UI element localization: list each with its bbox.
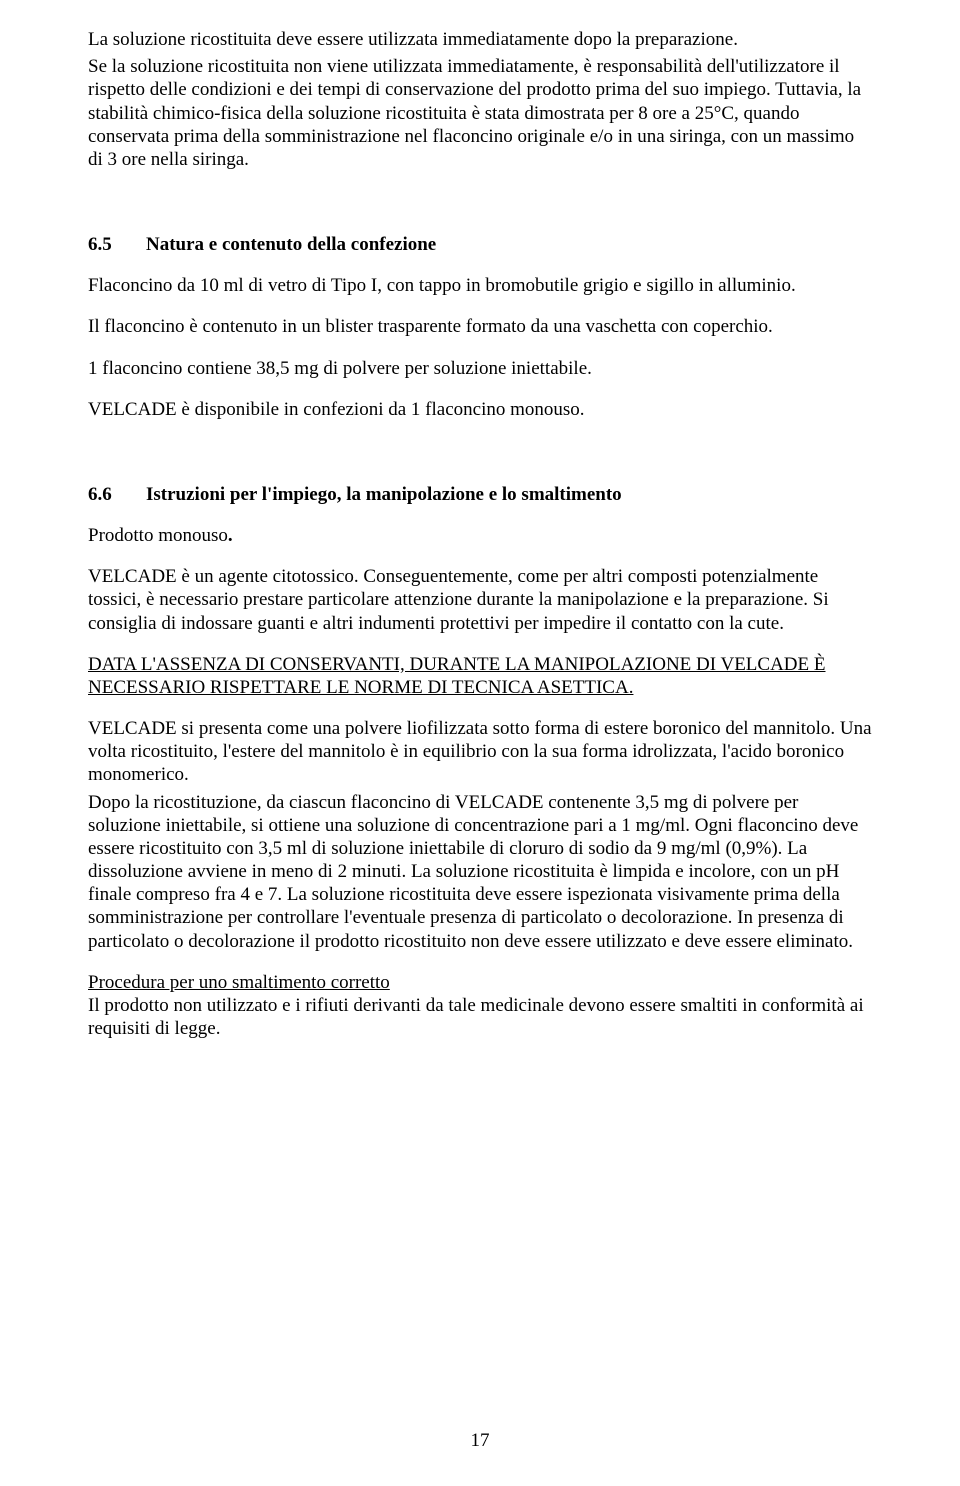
paragraph-underline: DATA L'ASSENZA DI CONSERVANTI, DURANTE L… — [88, 653, 872, 699]
paragraph: VELCADE è un agente citotossico. Consegu… — [88, 565, 872, 635]
underline-text: DATA L'ASSENZA DI CONSERVANTI, DURANTE L… — [88, 654, 826, 698]
text: Prodotto monouso — [88, 525, 228, 546]
section-heading-6-6: 6.6 Istruzioni per l'impiego, la manipol… — [88, 483, 872, 506]
paragraph: La soluzione ricostituita deve essere ut… — [88, 28, 872, 51]
paragraph: 1 flaconcino contiene 38,5 mg di polvere… — [88, 357, 872, 380]
underline-heading: Procedura per uno smaltimento corretto — [88, 972, 390, 993]
bold-period: . — [228, 525, 233, 546]
document-page: La soluzione ricostituita deve essere ut… — [0, 0, 960, 1486]
paragraph: Flaconcino da 10 ml di vetro di Tipo I, … — [88, 274, 872, 297]
paragraph: Procedura per uno smaltimento corretto I… — [88, 971, 872, 1041]
paragraph: Prodotto monouso. — [88, 524, 872, 547]
section-number: 6.6 — [88, 483, 146, 506]
paragraph: Il flaconcino è contenuto in un blister … — [88, 315, 872, 338]
text: Il prodotto non utilizzato e i rifiuti d… — [88, 995, 864, 1039]
section-title: Natura e contenuto della confezione — [146, 233, 872, 256]
paragraph: VELCADE è disponibile in confezioni da 1… — [88, 398, 872, 421]
page-number: 17 — [0, 1429, 960, 1452]
paragraph: VELCADE si presenta come una polvere lio… — [88, 717, 872, 787]
paragraph: Se la soluzione ricostituita non viene u… — [88, 55, 872, 171]
section-title: Istruzioni per l'impiego, la manipolazio… — [146, 483, 872, 506]
section-number: 6.5 — [88, 233, 146, 256]
paragraph: Dopo la ricostituzione, da ciascun flaco… — [88, 791, 872, 953]
section-heading-6-5: 6.5 Natura e contenuto della confezione — [88, 233, 872, 256]
